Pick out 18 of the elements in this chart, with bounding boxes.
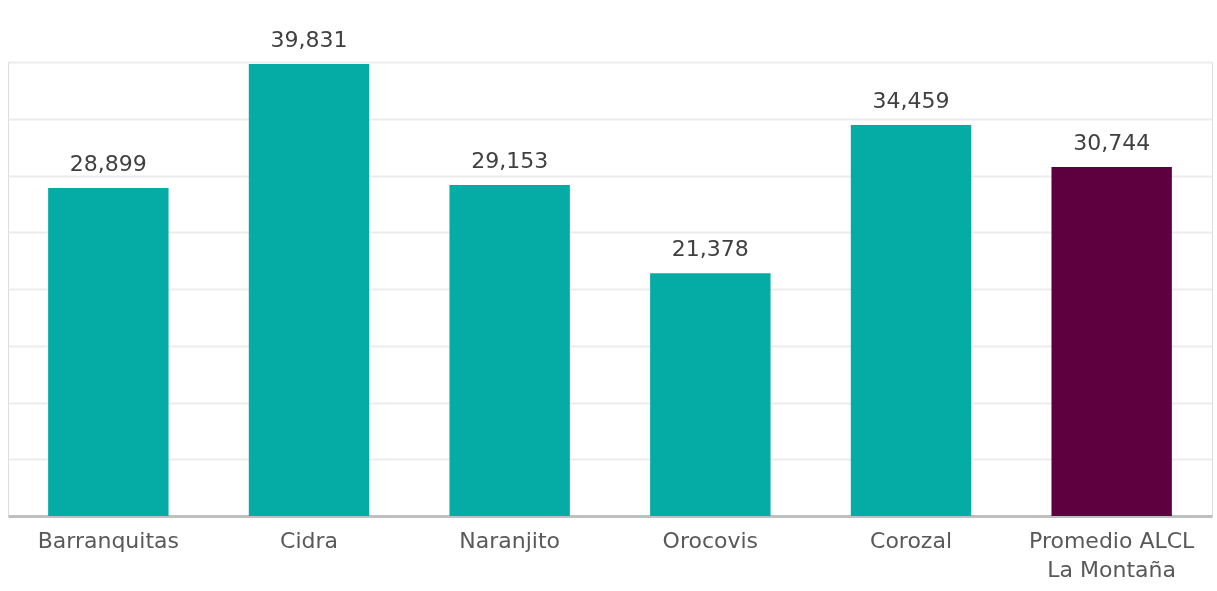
bar — [850, 124, 972, 516]
bar — [48, 188, 169, 516]
x-tick-label: Naranjito — [459, 527, 561, 553]
bar — [1051, 167, 1172, 516]
data-label: 29,153 — [471, 148, 549, 174]
x-tick-label: Orocovis — [662, 527, 759, 553]
data-label: 34,459 — [872, 87, 950, 113]
x-tick-label: Corozal — [870, 527, 952, 553]
data-label: 30,744 — [1073, 130, 1151, 156]
x-tick-label: Promedio ALCL La Montaña — [1029, 527, 1196, 582]
bar — [650, 273, 771, 516]
data-label: 28,899 — [69, 151, 147, 176]
bar — [248, 63, 370, 516]
data-label: 39,831 — [270, 26, 348, 52]
x-tick-label: Barranquitas — [37, 527, 179, 553]
data-label: 21,378 — [671, 236, 749, 262]
x-tick-label: Cidra — [280, 527, 338, 553]
bar — [449, 185, 570, 516]
